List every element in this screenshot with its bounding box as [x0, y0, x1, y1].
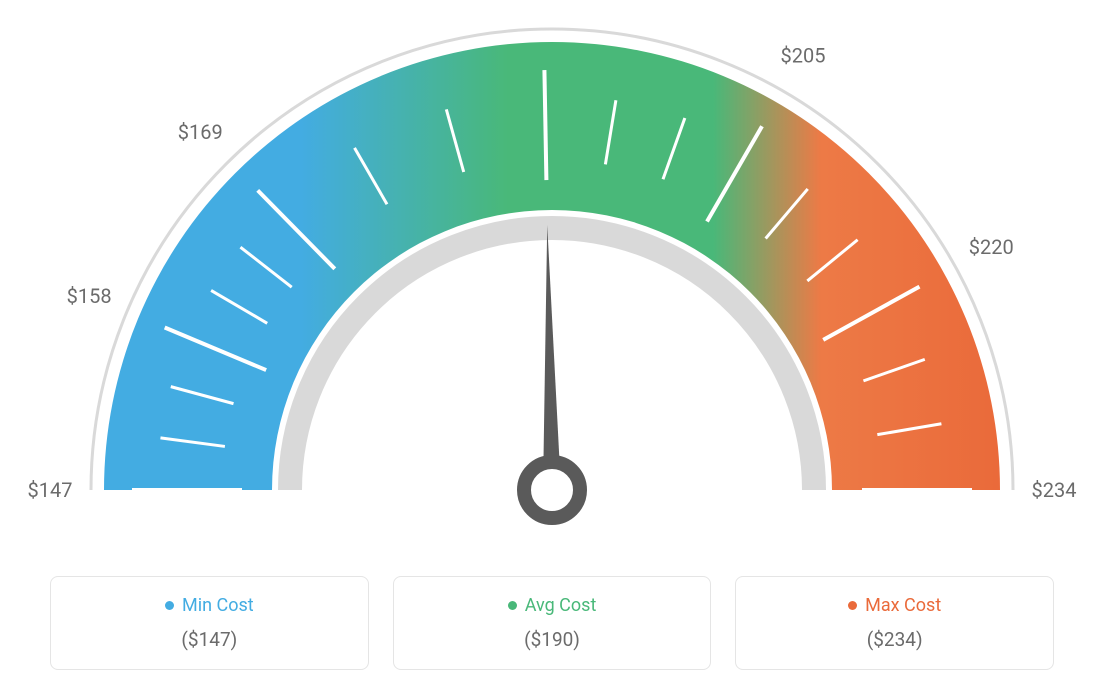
svg-text:$169: $169 — [178, 120, 223, 144]
legend-label-min: Min Cost — [182, 595, 254, 616]
legend-box-min: Min Cost ($147) — [50, 576, 369, 670]
gauge-svg: $147$158$169$190$205$220$234 — [0, 0, 1104, 560]
legend-box-max: Max Cost ($234) — [735, 576, 1054, 670]
svg-text:$147: $147 — [28, 478, 73, 502]
legend-row: Min Cost ($147) Avg Cost ($190) Max Cost… — [50, 576, 1054, 670]
legend-value-avg: ($190) — [404, 628, 701, 651]
legend-dot-min — [165, 601, 174, 610]
svg-text:$158: $158 — [67, 284, 112, 308]
legend-title-max: Max Cost — [746, 595, 1043, 616]
gauge-chart: $147$158$169$190$205$220$234 — [0, 0, 1104, 560]
legend-label-avg: Avg Cost — [525, 595, 597, 616]
legend-dot-max — [848, 601, 857, 610]
legend-dot-avg — [508, 601, 517, 610]
svg-text:$220: $220 — [969, 235, 1014, 259]
legend-title-min: Min Cost — [61, 595, 358, 616]
legend-value-max: ($234) — [746, 628, 1043, 651]
legend-value-min: ($147) — [61, 628, 358, 651]
legend-box-avg: Avg Cost ($190) — [393, 576, 712, 670]
svg-text:$205: $205 — [781, 43, 826, 67]
legend-label-max: Max Cost — [865, 595, 941, 616]
legend-title-avg: Avg Cost — [404, 595, 701, 616]
svg-text:$234: $234 — [1032, 478, 1077, 502]
